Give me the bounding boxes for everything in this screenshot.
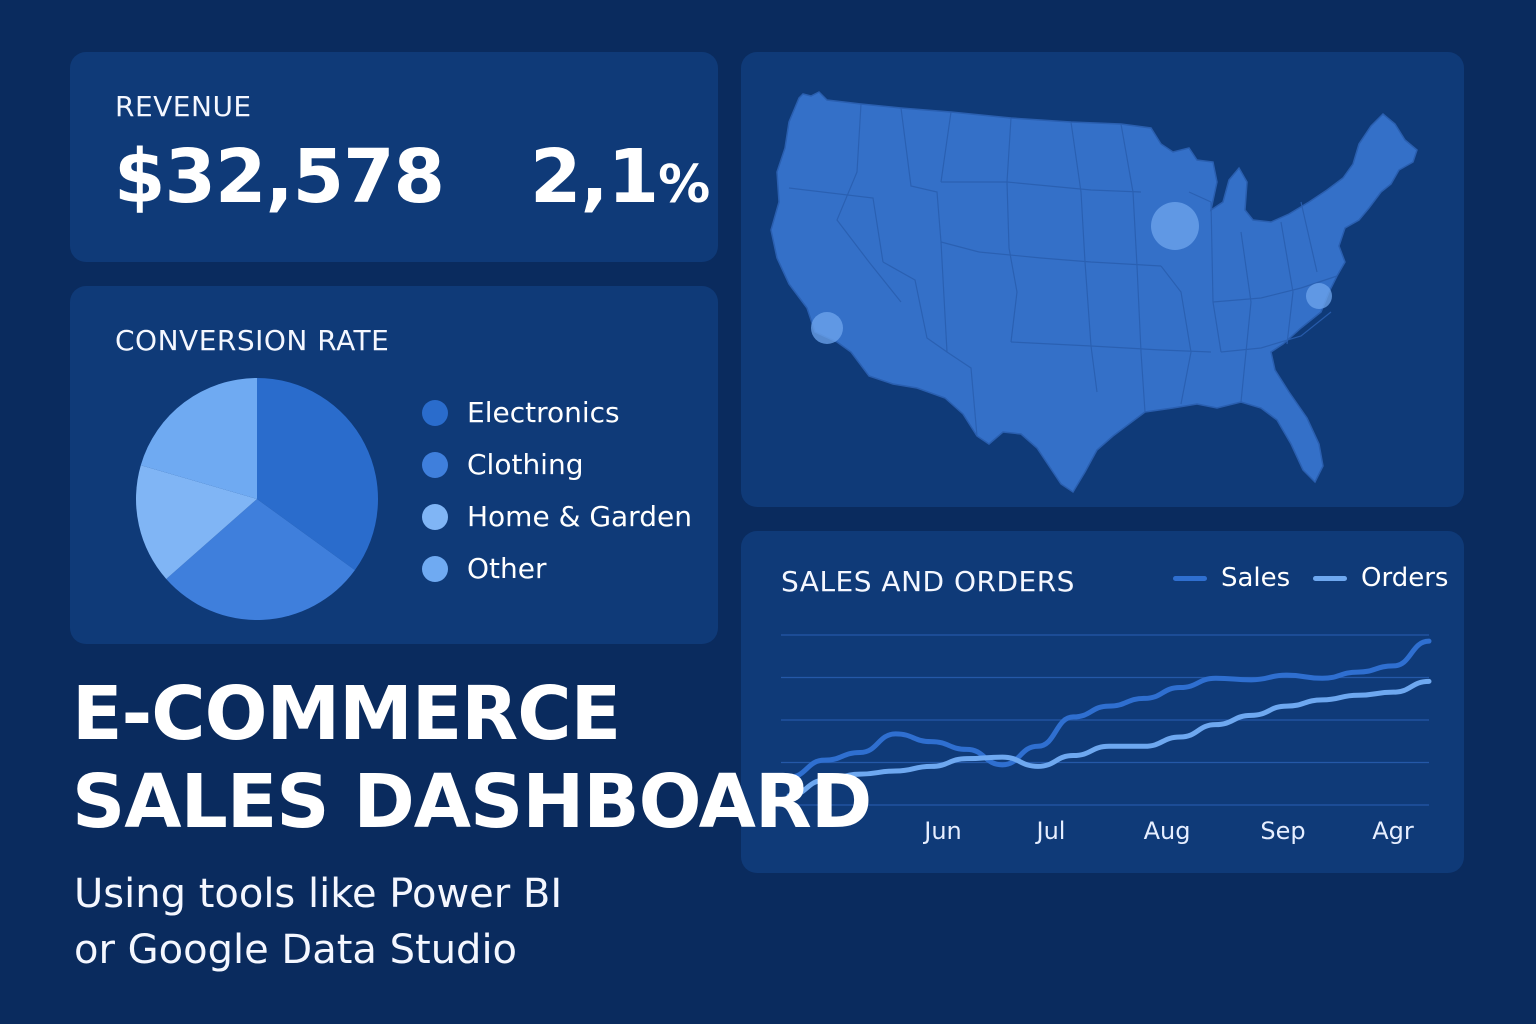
x-tick-label: Sep	[1260, 817, 1305, 845]
x-tick-label: Aug	[1144, 817, 1191, 845]
subtitle-line-2: or Google Data Studio	[74, 927, 518, 973]
page-subtitle: Using tools like Power BI or Google Data…	[74, 866, 562, 978]
pie-chart	[136, 378, 378, 620]
sales-orders-card: SALES AND ORDERS Sales Orders Jun Jul Aug S…	[741, 531, 1464, 873]
circle-icon	[422, 556, 448, 582]
line-swatch-icon	[1313, 576, 1347, 581]
legend-label: Clothing	[467, 448, 584, 481]
circle-icon	[422, 452, 448, 478]
series-line-orders[interactable]	[786, 678, 1432, 799]
revenue-value: $32,578	[114, 134, 445, 220]
us-map[interactable]	[741, 52, 1464, 507]
legend-sales-label: Sales	[1221, 563, 1291, 593]
map-card	[741, 52, 1464, 507]
x-tick-label: Jul	[1035, 817, 1066, 845]
pie-slice-other[interactable]	[140, 378, 257, 499]
hotspot-chicago[interactable]	[1151, 202, 1199, 250]
hotspot-los-angeles[interactable]	[811, 312, 843, 344]
hotspot-raleigh[interactable]	[1306, 283, 1332, 309]
revenue-title: REVENUE	[115, 90, 252, 123]
title-line-2: SALES DASHBOARD	[72, 759, 872, 845]
sales-orders-chart: Jun Jul Aug Sep Agr	[781, 634, 1432, 845]
title-line-1: E-COMMERCE	[72, 671, 621, 757]
circle-icon	[422, 504, 448, 530]
subtitle-line-1: Using tools like Power BI	[74, 871, 563, 917]
legend-label: Home & Garden	[467, 500, 692, 533]
line-swatch-icon	[1173, 576, 1207, 581]
x-tick-label: Agr	[1372, 817, 1414, 845]
pie-slice-clothing[interactable]	[166, 499, 355, 620]
revenue-change-unit: %	[658, 155, 710, 215]
revenue-change-number: 2,1	[530, 134, 659, 220]
legend-orders[interactable]: Orders	[1313, 563, 1448, 593]
revenue-change: 2,1%	[530, 134, 710, 220]
conversion-card: CONVERSION RATE Electronics Clothing Hom…	[70, 286, 718, 644]
pie-slice-electronics[interactable]	[257, 378, 378, 571]
legend-orders-label: Orders	[1361, 563, 1449, 593]
legend-label: Other	[467, 552, 547, 585]
legend-sales[interactable]: Sales	[1173, 563, 1290, 593]
circle-icon	[422, 400, 448, 426]
page-title: E-COMMERCE SALES DASHBOARD	[72, 670, 872, 846]
x-tick-label: Jun	[922, 817, 962, 845]
sales-orders-title: SALES AND ORDERS	[781, 565, 1075, 598]
legend-label: Electronics	[467, 396, 620, 429]
series-line-sales[interactable]	[786, 638, 1432, 780]
revenue-card: REVENUE $32,578 2,1%	[70, 52, 718, 262]
pie-slice-home-garden[interactable]	[136, 465, 257, 580]
state-borders	[788, 103, 1338, 437]
conversion-title: CONVERSION RATE	[115, 324, 390, 357]
